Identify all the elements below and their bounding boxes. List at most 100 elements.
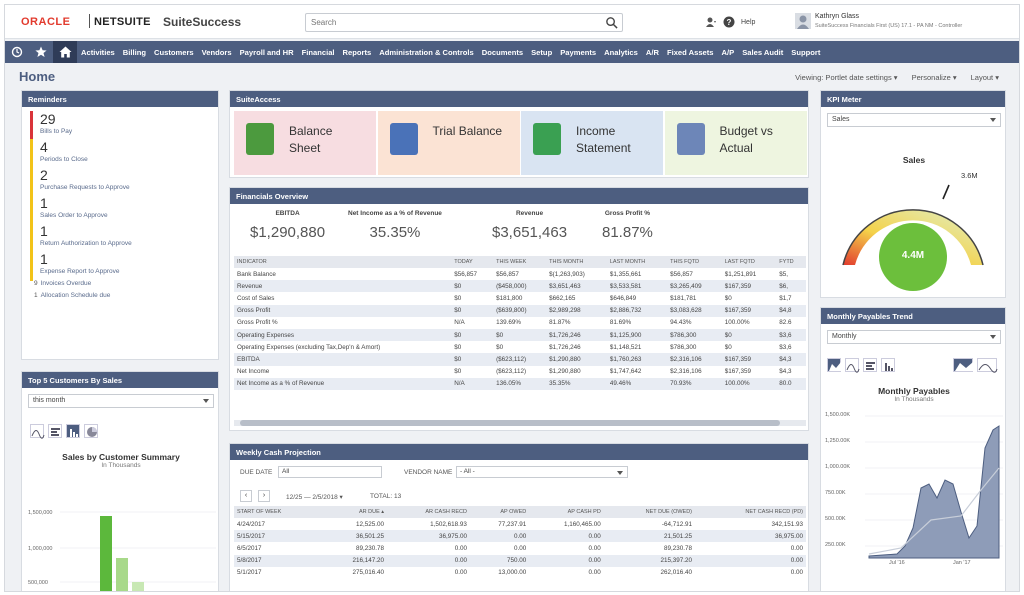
table-row[interactable]: Cost of Sales $0 $181,800 $662,165 $646,849 $…: [234, 292, 806, 304]
vendor-name-select[interactable]: - All -: [456, 466, 628, 478]
area-chart-icon[interactable]: [827, 358, 841, 372]
nav-payroll-hr[interactable]: Payroll and HR: [239, 47, 294, 57]
bar-chart-horizontal-icon[interactable]: [48, 424, 62, 438]
reminder-label[interactable]: Periods to Close: [40, 156, 88, 163]
nav-administration[interactable]: Administration & Controls: [379, 47, 474, 57]
nav-support[interactable]: Support: [791, 47, 821, 57]
suiteaccess-tile[interactable]: Income Statement: [521, 111, 663, 175]
reminder-item[interactable]: 29 Bills to Pay: [30, 111, 218, 141]
recent-records-icon[interactable]: [705, 16, 717, 28]
nav-sales-audit[interactable]: Sales Audit: [742, 47, 784, 57]
column-header[interactable]: INDICATOR: [234, 256, 452, 268]
due-date-filter[interactable]: All: [278, 466, 382, 478]
nav-documents[interactable]: Documents: [481, 47, 524, 57]
table-row[interactable]: EBITDA $0 ($623,112) $1,290,880 $1,760,263 $2…: [234, 353, 806, 366]
kpi-tile[interactable]: EBITDA $1,290,880: [250, 210, 325, 241]
table-row[interactable]: Gross Profit % N/A 139.69% 81.87% 81.69% 94.4…: [234, 317, 806, 329]
reminder-small-item[interactable]: 1 Allocation Schedule due: [34, 292, 218, 299]
suiteaccess-tile[interactable]: Trial Balance: [377, 111, 520, 175]
column-header[interactable]: NET DUE (OWED): [603, 506, 696, 518]
nav-payments[interactable]: Payments: [560, 47, 597, 57]
table-row[interactable]: 4/24/2017 12,525.00 1,502,618.93 77,237.91 1…: [234, 518, 806, 530]
nav-customers[interactable]: Customers: [153, 47, 194, 57]
nav-billing[interactable]: Billing: [122, 47, 146, 57]
column-chart-icon[interactable]: [66, 424, 80, 438]
top-customers-period-select[interactable]: this month: [28, 394, 214, 408]
column-header[interactable]: FYTD: [776, 256, 806, 268]
horizontal-scrollbar[interactable]: [234, 420, 806, 426]
reminder-item[interactable]: 4 Periods to Close: [30, 139, 218, 169]
reminder-label[interactable]: Bills to Pay: [40, 128, 73, 135]
customer-bar[interactable]: [132, 582, 144, 592]
reminder-label[interactable]: Purchase Requests to Approve: [40, 184, 130, 191]
reminder-label[interactable]: Return Authorization to Approve: [40, 240, 132, 247]
nav-setup[interactable]: Setup: [531, 47, 553, 57]
customer-bar[interactable]: [100, 516, 112, 592]
table-row[interactable]: 5/8/2017 216,147.20 0.00 750.00 0.00 215,397.…: [234, 554, 806, 567]
suiteaccess-tile[interactable]: Budget vs Actual: [664, 111, 807, 175]
reminder-item[interactable]: 2 Purchase Requests to Approve: [30, 167, 218, 197]
suiteaccess-tile[interactable]: Balance Sheet: [234, 111, 376, 175]
column-header[interactable]: NET CASH RECD (PD): [695, 506, 806, 518]
portlet-date-settings-link[interactable]: Viewing: Portlet date settings ▾: [795, 73, 898, 82]
kpi-tile[interactable]: Gross Profit % 81.87%: [602, 210, 653, 241]
column-header[interactable]: TODAY: [451, 256, 494, 268]
kpi-tile[interactable]: Revenue $3,651,463: [492, 210, 567, 241]
column-header[interactable]: START OF WEEK: [234, 506, 322, 518]
column-header[interactable]: AP CASH PD: [529, 506, 604, 518]
table-row[interactable]: Bank Balance $56,857 $56,857 $(1,263,903) $1…: [234, 268, 806, 280]
kpi-tile[interactable]: Net Income as a % of Revenue 35.35%: [348, 210, 442, 241]
nav-ap[interactable]: A/P: [721, 47, 735, 57]
oracle-logo[interactable]: ORACLE: [21, 16, 71, 28]
reminder-small-item[interactable]: 9 Invoices Overdue: [34, 280, 218, 287]
payables-area-series[interactable]: [868, 425, 1000, 559]
column-header[interactable]: THIS WEEK: [493, 256, 547, 268]
home-icon[interactable]: [53, 41, 77, 63]
reminder-label[interactable]: Expense Report to Approve: [40, 268, 120, 275]
column-header[interactable]: THIS FQTD: [667, 256, 722, 268]
reminder-item[interactable]: 1 Expense Report to Approve: [30, 251, 218, 281]
table-row[interactable]: Gross Profit $0 ($639,800) $2,989,298 $2,886…: [234, 304, 806, 317]
line-chart-icon[interactable]: [845, 358, 860, 373]
column-header[interactable]: AR DUE ▴: [321, 506, 388, 518]
help-icon[interactable]: ?: [723, 16, 735, 28]
search-input[interactable]: [311, 16, 591, 29]
next-page-button[interactable]: ›: [258, 490, 270, 502]
table-row[interactable]: 5/1/2017 275,016.40 0.00 13,000.00 0.00 262,0…: [234, 567, 806, 579]
reminder-item[interactable]: 1 Sales Order to Approve: [30, 195, 218, 225]
table-row[interactable]: Operating Expenses $0 $0 $1,726,246 $1,125,9…: [234, 328, 806, 342]
search-icon[interactable]: [605, 16, 618, 29]
personalize-link[interactable]: Personalize ▾: [911, 73, 957, 82]
kpi-select[interactable]: Sales: [827, 113, 1001, 127]
user-avatar-icon[interactable]: [795, 13, 811, 29]
table-row[interactable]: 6/5/2017 89,230.78 0.00 0.00 0.00 89,230.78 0.…: [234, 542, 806, 554]
nav-fixed-assets[interactable]: Fixed Assets: [666, 47, 714, 57]
table-row[interactable]: Revenue $0 ($458,000) $3,651,463 $3,533,581 $…: [234, 280, 806, 293]
table-row[interactable]: Net Income as a % of Revenue N/A 136.05% 35…: [234, 377, 806, 390]
layout-link[interactable]: Layout ▾: [970, 73, 999, 82]
table-row[interactable]: Net Income $0 ($623,112) $1,290,880 $1,747,6…: [234, 366, 806, 378]
reminder-label[interactable]: Invoices Overdue: [40, 280, 92, 287]
column-header[interactable]: LAST MONTH: [606, 256, 668, 268]
table-row[interactable]: 5/15/2017 36,501.25 36,975.00 0.00 0.00 21,50…: [234, 530, 806, 543]
line-view-icon[interactable]: [977, 358, 998, 373]
nav-financial[interactable]: Financial: [301, 47, 335, 57]
column-chart-icon[interactable]: [881, 358, 895, 372]
table-row[interactable]: Operating Expenses (excluding Tax,Dep'n …: [234, 341, 806, 353]
column-header[interactable]: AP OWED: [469, 506, 530, 518]
bar-chart-horizontal-icon[interactable]: [863, 358, 877, 372]
scrollbar-thumb[interactable]: [240, 420, 780, 426]
column-header[interactable]: LAST FQTD: [721, 256, 777, 268]
payables-period-select[interactable]: Monthly: [827, 330, 1001, 344]
column-header[interactable]: AR CASH RECD: [387, 506, 470, 518]
customer-bar[interactable]: [116, 558, 128, 592]
area-view-icon[interactable]: [953, 358, 973, 372]
pie-chart-icon[interactable]: [84, 424, 98, 438]
line-chart-icon[interactable]: [30, 424, 45, 439]
date-range-select[interactable]: 12/25 — 2/5/2018 ▾: [286, 494, 343, 501]
nav-activities[interactable]: Activities: [81, 47, 115, 57]
nav-vendors[interactable]: Vendors: [201, 47, 232, 57]
recent-icon[interactable]: [5, 41, 29, 63]
nav-reports[interactable]: Reports: [342, 47, 372, 57]
shortcuts-star-icon[interactable]: [29, 41, 53, 63]
